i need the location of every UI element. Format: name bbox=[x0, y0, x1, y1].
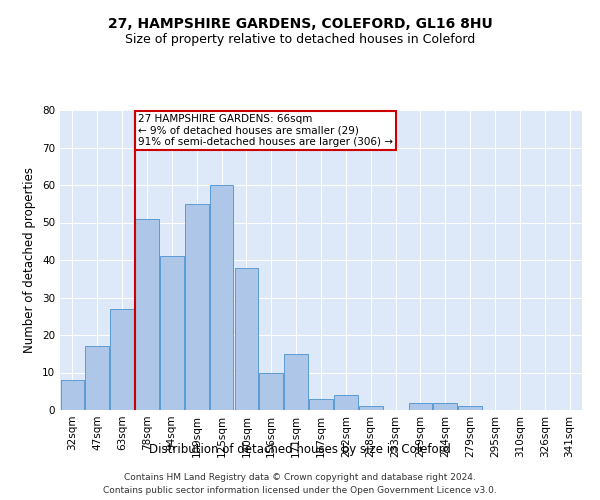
Bar bbox=[210, 185, 233, 410]
Y-axis label: Number of detached properties: Number of detached properties bbox=[23, 167, 37, 353]
Bar bbox=[433, 402, 457, 410]
Bar bbox=[61, 380, 84, 410]
Text: 27 HAMPSHIRE GARDENS: 66sqm
← 9% of detached houses are smaller (29)
91% of semi: 27 HAMPSHIRE GARDENS: 66sqm ← 9% of deta… bbox=[139, 114, 394, 147]
Bar bbox=[334, 395, 358, 410]
Text: 27, HAMPSHIRE GARDENS, COLEFORD, GL16 8HU: 27, HAMPSHIRE GARDENS, COLEFORD, GL16 8H… bbox=[107, 18, 493, 32]
Bar bbox=[309, 399, 333, 410]
Bar bbox=[458, 406, 482, 410]
Bar bbox=[284, 354, 308, 410]
Bar bbox=[409, 402, 432, 410]
Bar bbox=[235, 268, 258, 410]
Bar bbox=[110, 308, 134, 410]
Bar bbox=[359, 406, 383, 410]
Text: Contains HM Land Registry data © Crown copyright and database right 2024.: Contains HM Land Registry data © Crown c… bbox=[124, 472, 476, 482]
Bar bbox=[85, 346, 109, 410]
Bar bbox=[135, 219, 159, 410]
Bar bbox=[160, 256, 184, 410]
Text: Size of property relative to detached houses in Coleford: Size of property relative to detached ho… bbox=[125, 32, 475, 46]
Bar bbox=[259, 372, 283, 410]
Text: Contains public sector information licensed under the Open Government Licence v3: Contains public sector information licen… bbox=[103, 486, 497, 495]
Bar bbox=[185, 204, 209, 410]
Text: Distribution of detached houses by size in Coleford: Distribution of detached houses by size … bbox=[149, 442, 451, 456]
